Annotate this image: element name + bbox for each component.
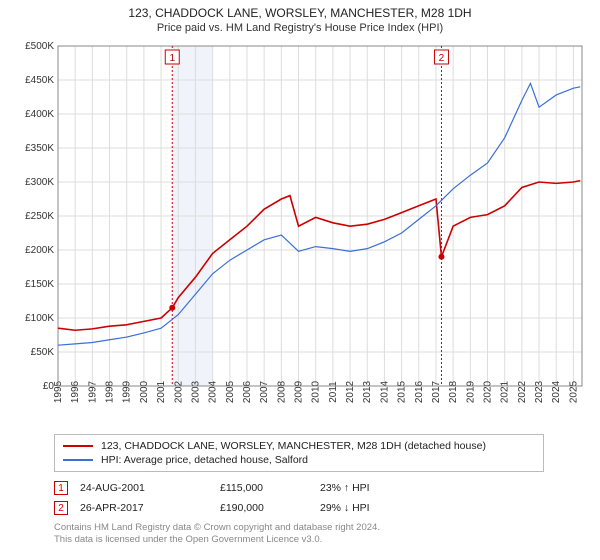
svg-text:2002: 2002 [173,380,184,403]
transaction-list: 1 24-AUG-2001£115,00023% ↑ HPI 2 26-APR-201… [54,478,580,518]
transaction-row: 2 26-APR-2017£190,00029% ↓ HPI [54,498,580,518]
svg-text:2020: 2020 [483,380,494,403]
svg-text:2004: 2004 [208,380,219,403]
transaction-row: 1 24-AUG-2001£115,00023% ↑ HPI [54,478,580,498]
legend-swatch [63,459,93,461]
svg-text:£100K: £100K [25,313,54,324]
svg-text:2019: 2019 [465,380,476,403]
svg-text:2: 2 [439,53,445,64]
svg-text:2010: 2010 [311,380,322,403]
svg-text:£200K: £200K [25,245,54,256]
svg-text:£50K: £50K [31,347,55,358]
svg-text:2003: 2003 [190,380,201,403]
legend-label: HPI: Average price, detached house, Salf… [101,454,308,466]
svg-text:1: 1 [169,53,175,64]
svg-text:2008: 2008 [276,380,287,403]
svg-text:£450K: £450K [25,75,54,86]
svg-text:2016: 2016 [414,380,425,403]
legend-swatch [63,445,93,447]
svg-text:2012: 2012 [345,380,356,403]
svg-text:£150K: £150K [25,279,54,290]
transaction-diff: 29% ↓ HPI [320,502,440,514]
transaction-diff: 23% ↑ HPI [320,482,440,494]
footer-line-1: Contains HM Land Registry data © Crown c… [54,522,580,534]
svg-text:2005: 2005 [225,380,236,403]
svg-text:2017: 2017 [431,380,442,403]
svg-text:2021: 2021 [500,380,511,403]
transaction-marker: 1 [54,481,68,495]
svg-text:2011: 2011 [328,381,339,403]
transaction-date: 26-APR-2017 [80,502,220,514]
transaction-price: £115,000 [220,482,320,494]
svg-text:2018: 2018 [448,380,459,403]
svg-text:1998: 1998 [105,380,116,403]
chart-subtitle: Price paid vs. HM Land Registry's House … [10,22,590,34]
line-chart: £0£50K£100K£150K£200K£250K£300K£350K£400… [10,38,590,428]
svg-text:2015: 2015 [397,380,408,403]
svg-text:1999: 1999 [122,380,133,403]
transaction-date: 24-AUG-2001 [80,482,220,494]
svg-text:2000: 2000 [139,380,150,403]
svg-text:2024: 2024 [551,380,562,403]
legend-item: HPI: Average price, detached house, Salf… [63,453,535,467]
legend-label: 123, CHADDOCK LANE, WORSLEY, MANCHESTER,… [101,440,486,452]
svg-text:£300K: £300K [25,177,54,188]
legend: 123, CHADDOCK LANE, WORSLEY, MANCHESTER,… [54,434,544,472]
chart-title: 123, CHADDOCK LANE, WORSLEY, MANCHESTER,… [10,6,590,20]
svg-text:2023: 2023 [534,380,545,403]
footer-attribution: Contains HM Land Registry data © Crown c… [54,522,580,547]
svg-text:£500K: £500K [25,41,54,52]
svg-text:2007: 2007 [259,380,270,403]
transaction-marker: 2 [54,501,68,515]
svg-text:£400K: £400K [25,109,54,120]
svg-text:£250K: £250K [25,211,54,222]
svg-text:2025: 2025 [568,380,579,403]
legend-item: 123, CHADDOCK LANE, WORSLEY, MANCHESTER,… [63,439,535,453]
svg-text:2009: 2009 [294,380,305,403]
svg-text:1996: 1996 [70,380,81,403]
svg-text:2006: 2006 [242,380,253,403]
chart-area: £0£50K£100K£150K£200K£250K£300K£350K£400… [10,38,590,428]
footer-line-2: This data is licensed under the Open Gov… [54,534,580,546]
transaction-price: £190,000 [220,502,320,514]
svg-text:2013: 2013 [362,380,373,403]
svg-text:1997: 1997 [87,380,98,403]
svg-text:£350K: £350K [25,143,54,154]
svg-text:2014: 2014 [379,380,390,403]
svg-text:2022: 2022 [517,380,528,403]
svg-text:2001: 2001 [156,380,167,403]
